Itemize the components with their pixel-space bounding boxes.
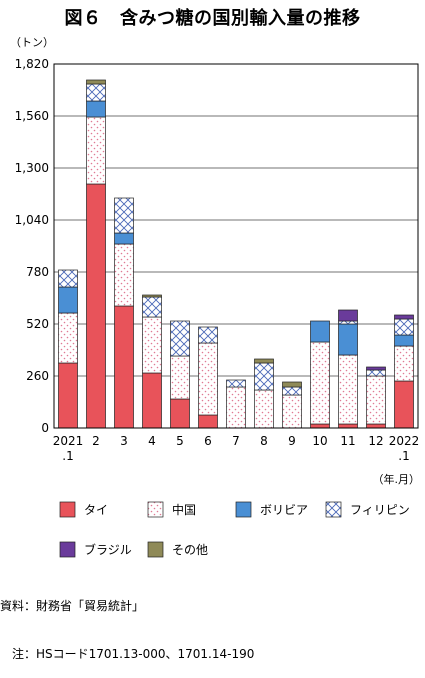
legend-label: フィリピン bbox=[350, 503, 410, 517]
chart-title: 図６ 含みつ糖の国別輸入量の推移 bbox=[64, 8, 361, 29]
y-tick-label: 1,040 bbox=[15, 213, 49, 227]
x-tick-label: 10 bbox=[312, 434, 327, 448]
bar-segment bbox=[394, 380, 414, 429]
legend-item: タイ bbox=[59, 501, 108, 518]
chart: 02605207801,0401,3001,5601,820（トン）2021.1… bbox=[10, 36, 421, 558]
y-unit-label: （トン） bbox=[10, 36, 54, 49]
notes: 資料：財務省「貿易統計」 注：HSコード1701.13-000、1701.14-… bbox=[0, 566, 254, 678]
bar-segment bbox=[58, 269, 78, 288]
bar-segment bbox=[198, 326, 218, 344]
bar-segment bbox=[114, 243, 134, 307]
bar-segment bbox=[86, 183, 106, 429]
bar-segment bbox=[114, 197, 134, 234]
bar-segment bbox=[58, 286, 78, 314]
bar-segment bbox=[170, 398, 190, 429]
bar-segment bbox=[86, 83, 106, 102]
x-tick-label: 9 bbox=[288, 434, 296, 448]
bar-segment bbox=[282, 386, 302, 396]
bar-segment bbox=[310, 423, 330, 429]
legend-swatch bbox=[147, 541, 164, 558]
legend-item: その他 bbox=[147, 541, 208, 558]
bar-segment bbox=[338, 354, 358, 425]
legend-item: ボリビア bbox=[235, 501, 308, 518]
hs-code-note: 注：HSコード1701.13-000、1701.14-190 bbox=[0, 647, 255, 661]
bar-segment bbox=[170, 320, 190, 357]
y-tick-label: 1,820 bbox=[15, 57, 49, 71]
bar-segment bbox=[254, 389, 274, 429]
bar-segment bbox=[394, 318, 414, 336]
bar-segment bbox=[86, 79, 106, 85]
bar-segment bbox=[142, 316, 162, 374]
legend-swatch bbox=[325, 501, 342, 518]
bar-segment bbox=[366, 423, 386, 429]
y-tick-label: 520 bbox=[26, 317, 49, 331]
legend-label: ボリビア bbox=[260, 503, 308, 517]
bar-segment bbox=[394, 345, 414, 382]
legend-item: 中国 bbox=[147, 501, 196, 518]
bar-segment bbox=[114, 305, 134, 429]
bar-segment bbox=[142, 372, 162, 429]
bar-segment bbox=[170, 355, 190, 400]
y-tick-label: 780 bbox=[26, 265, 49, 279]
x-tick-label: 8 bbox=[260, 434, 268, 448]
source-note: 資料：財務省「貿易統計」 bbox=[0, 599, 145, 613]
legend-label: その他 bbox=[172, 543, 208, 557]
y-tick-label: 260 bbox=[26, 369, 49, 383]
bar-segment bbox=[338, 323, 358, 356]
legend-swatch bbox=[147, 501, 164, 518]
x-tick-label: 12 bbox=[368, 434, 383, 448]
x-tick-label: 6 bbox=[204, 434, 212, 448]
bar-segment bbox=[310, 320, 330, 343]
bar-segment bbox=[254, 362, 274, 391]
x-tick-label: 3 bbox=[120, 434, 128, 448]
x-tick-label: 11 bbox=[340, 434, 355, 448]
bar-segment bbox=[366, 366, 386, 371]
x-tick-label: 7 bbox=[232, 434, 240, 448]
x-unit-label: （年.月） bbox=[373, 472, 421, 486]
y-tick-label: 1,560 bbox=[15, 109, 49, 123]
bar-segment bbox=[366, 369, 386, 377]
bar-segment bbox=[394, 334, 414, 347]
bar-segment bbox=[254, 358, 274, 364]
legend-swatch bbox=[235, 501, 252, 518]
bar-segment bbox=[282, 381, 302, 388]
bar-segment bbox=[86, 116, 106, 185]
bar-segment bbox=[86, 100, 106, 118]
bar-segment bbox=[114, 232, 134, 245]
legend-item: フィリピン bbox=[325, 501, 410, 518]
bar-segment bbox=[198, 342, 218, 416]
x-tick-label: 4 bbox=[148, 434, 156, 448]
bar-segment bbox=[58, 312, 78, 364]
x-tick-label: 2 bbox=[92, 434, 100, 448]
x-tick-label: 2022 bbox=[389, 434, 420, 448]
bar-segment bbox=[226, 379, 246, 388]
bar-segment bbox=[282, 394, 302, 429]
bar-segment bbox=[142, 296, 162, 318]
x-tick-label: 2021 bbox=[53, 434, 84, 448]
y-tick-label: 1,300 bbox=[15, 161, 49, 175]
x-tick-label: 5 bbox=[176, 434, 184, 448]
legend-label: タイ bbox=[84, 503, 108, 517]
bar-segment bbox=[366, 375, 386, 425]
bar-segment bbox=[226, 386, 246, 429]
y-tick-label: 0 bbox=[41, 421, 49, 435]
legend-swatch bbox=[59, 541, 76, 558]
plot-frame bbox=[53, 63, 419, 429]
x-tick-label: .1 bbox=[62, 449, 73, 463]
bar-segment bbox=[338, 423, 358, 429]
legend-label: ブラジル bbox=[84, 542, 132, 557]
bar-segment bbox=[338, 320, 358, 325]
bar-segment bbox=[142, 294, 162, 298]
bar-segment bbox=[394, 314, 414, 320]
bar-segment bbox=[310, 341, 330, 425]
x-tick-label: .1 bbox=[398, 449, 409, 463]
legend-item: ブラジル bbox=[59, 541, 132, 558]
bar-segment bbox=[338, 309, 358, 322]
bar-segment bbox=[198, 414, 218, 429]
legend-swatch bbox=[59, 501, 76, 518]
bar-segment bbox=[58, 362, 78, 429]
legend-label: 中国 bbox=[172, 502, 196, 517]
